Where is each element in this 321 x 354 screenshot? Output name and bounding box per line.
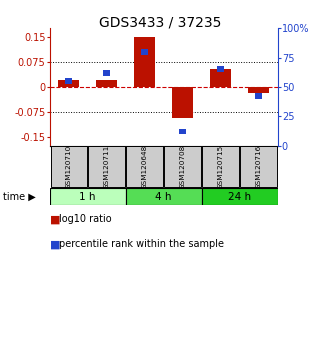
Bar (134, 38, 155, 87)
Bar (96, 80, 117, 87)
Text: GSM120708: GSM120708 (180, 144, 186, 189)
Text: log10 ratio: log10 ratio (59, 215, 112, 224)
Bar (248, 87, 269, 93)
Text: percentile rank within the sample: percentile rank within the sample (59, 239, 224, 249)
Bar (172, 87, 193, 118)
FancyBboxPatch shape (126, 146, 163, 187)
Text: ■: ■ (50, 215, 60, 224)
Text: GSM120648: GSM120648 (142, 144, 148, 189)
Bar (217, 67, 224, 72)
Text: GSM120716: GSM120716 (256, 144, 262, 189)
Bar (210, 69, 231, 87)
Bar (179, 129, 186, 135)
Bar (141, 49, 148, 55)
FancyBboxPatch shape (202, 188, 278, 205)
FancyBboxPatch shape (203, 146, 239, 187)
Bar (255, 93, 262, 99)
FancyBboxPatch shape (50, 146, 87, 187)
Bar (65, 78, 72, 84)
Bar (58, 80, 79, 87)
FancyBboxPatch shape (50, 188, 126, 205)
Text: GSM120711: GSM120711 (104, 144, 110, 189)
FancyBboxPatch shape (126, 188, 202, 205)
Text: GDS3433 / 37235: GDS3433 / 37235 (99, 16, 222, 30)
FancyBboxPatch shape (164, 146, 201, 187)
FancyBboxPatch shape (240, 146, 277, 187)
Text: ■: ■ (50, 239, 60, 249)
Text: GSM120715: GSM120715 (218, 144, 224, 189)
Text: 24 h: 24 h (228, 192, 251, 201)
Text: 1 h: 1 h (80, 192, 96, 201)
Text: 4 h: 4 h (155, 192, 172, 201)
Text: time ▶: time ▶ (3, 192, 36, 201)
FancyBboxPatch shape (89, 146, 125, 187)
Text: GSM120710: GSM120710 (66, 144, 72, 189)
Bar (103, 70, 110, 76)
